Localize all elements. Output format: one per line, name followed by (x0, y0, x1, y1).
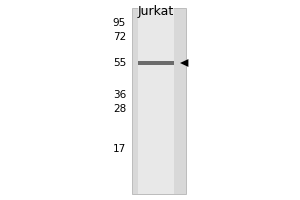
Text: 28: 28 (113, 104, 126, 114)
Text: Jurkat: Jurkat (138, 5, 174, 18)
Bar (138, 8, 174, 194)
Polygon shape (180, 59, 188, 67)
Bar (138, 61, 174, 65)
Text: 72: 72 (113, 32, 126, 42)
Bar (132, 8, 186, 194)
Text: 55: 55 (113, 58, 126, 68)
Text: 36: 36 (113, 90, 126, 100)
Text: 17: 17 (113, 144, 126, 154)
Text: 95: 95 (113, 18, 126, 28)
